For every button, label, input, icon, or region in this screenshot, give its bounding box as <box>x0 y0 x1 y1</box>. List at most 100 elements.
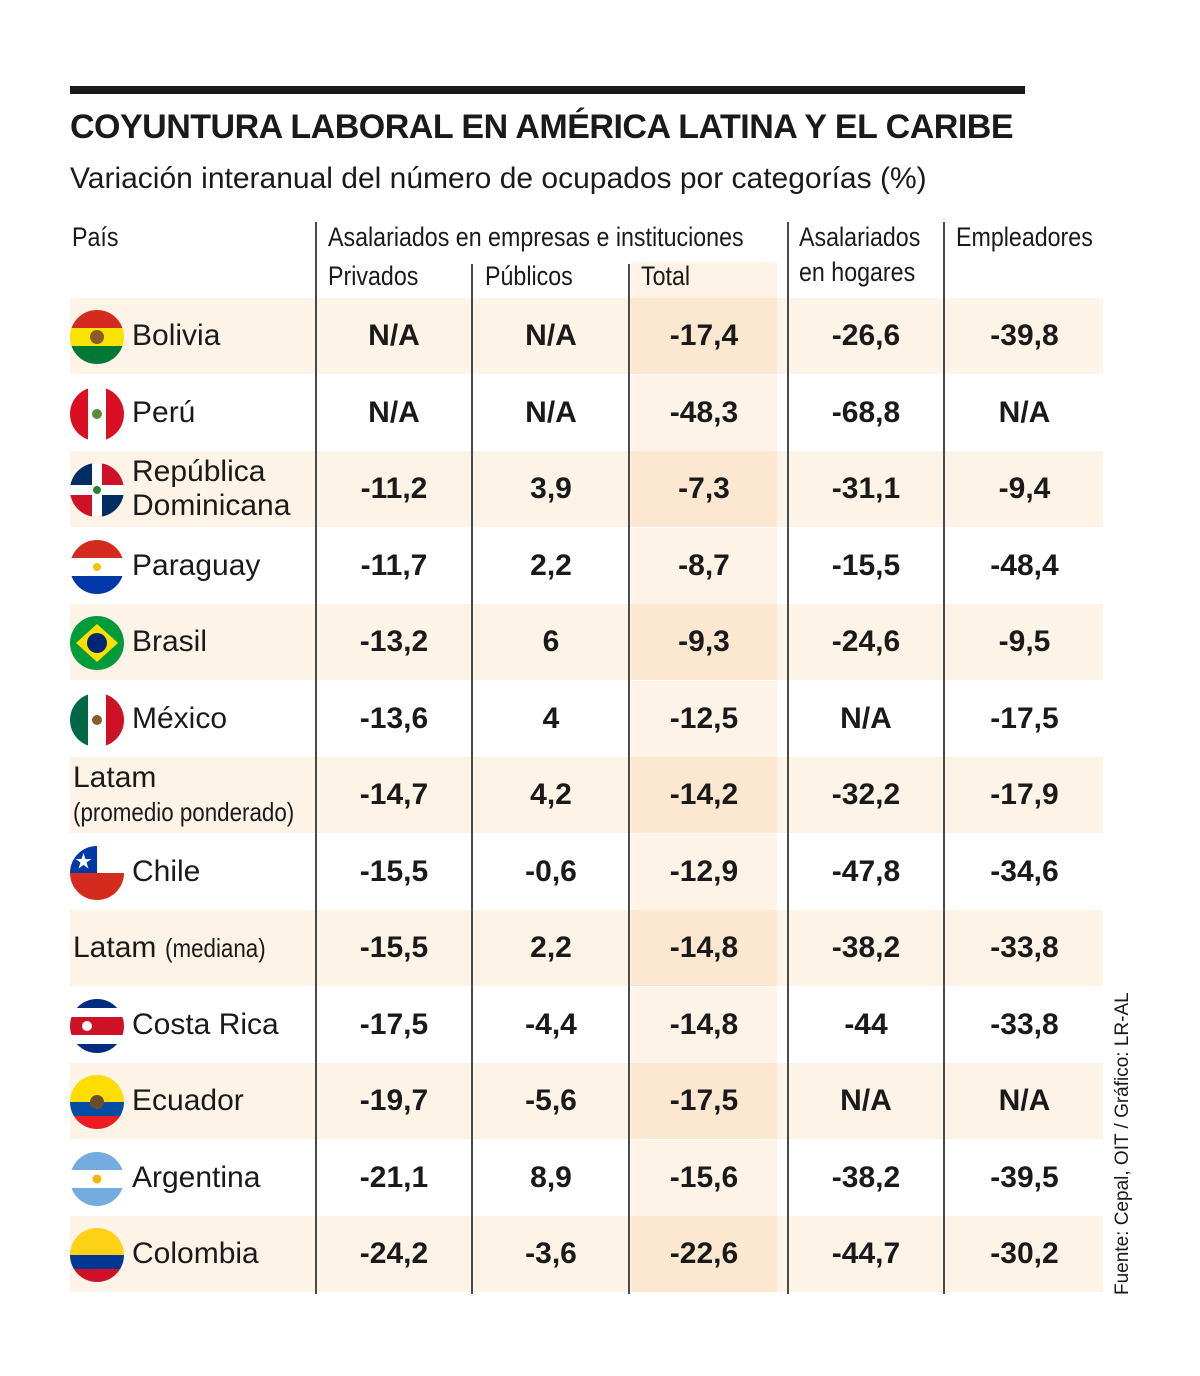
cell-empleadores: -17,5 <box>990 701 1059 735</box>
cell-empleadores: -17,9 <box>990 778 1059 811</box>
cell-publicos: 3,9 <box>530 472 572 505</box>
country-name-line1: Ecuador <box>132 1084 244 1117</box>
country-name: República Dominicana <box>132 451 290 527</box>
cell-total: -12,9 <box>669 854 739 888</box>
total-column-highlight <box>631 527 777 604</box>
cell-total: -15,6 <box>669 1160 739 1194</box>
cell-privados: N/A <box>368 319 420 352</box>
country-name-line1: Brasil <box>132 625 208 658</box>
cell-publicos: 2,2 <box>530 548 572 582</box>
cell-publicos: N/A <box>525 395 577 429</box>
country-name-line2: Dominicana <box>132 489 291 522</box>
cell-total: -12,5 <box>669 701 739 735</box>
cell-privados: -14,7 <box>359 778 429 811</box>
header-hogares-line1: Asalariados <box>799 222 921 252</box>
cell-hogares: -68,8 <box>831 395 901 429</box>
cell-publicos: -5,6 <box>525 1084 577 1117</box>
cell-privados: -11,7 <box>360 548 428 582</box>
cell-privados: -13,6 <box>359 701 429 735</box>
cell-empleadores: -9,4 <box>998 472 1051 505</box>
country-name: Colombia <box>132 1216 259 1292</box>
cell-privados: -24,2 <box>359 1237 429 1270</box>
cell-empleadores: -39,5 <box>990 1160 1059 1194</box>
header-group: Asalariados en empresas e instituciones <box>328 222 744 252</box>
cell-empleadores: -33,8 <box>990 931 1059 964</box>
cell-empleadores: -48,4 <box>990 548 1059 582</box>
table-row: Bolivia N/A N/A -17,4 -26,6 -39,8 <box>0 298 1200 374</box>
cell-total: -17,4 <box>669 319 739 352</box>
costarica-flag-icon <box>70 998 124 1053</box>
chart-subtitle: Variación interanual del número de ocupa… <box>70 162 927 195</box>
total-column-highlight <box>631 910 777 986</box>
row-band <box>70 604 1103 680</box>
country-name-line1: Perú <box>132 395 196 429</box>
cell-hogares: -38,2 <box>831 1160 901 1194</box>
total-column-highlight <box>631 604 777 680</box>
cell-privados: -15,5 <box>359 931 429 964</box>
total-header-highlight <box>631 262 777 298</box>
total-column-highlight <box>631 1139 777 1216</box>
total-column-highlight <box>631 374 777 451</box>
cell-total: -14,2 <box>669 778 739 811</box>
cell-publicos: 2,2 <box>530 931 572 964</box>
divider-publicos-body <box>628 298 630 1294</box>
cell-hogares: -32,2 <box>831 778 901 811</box>
table-row: Ecuador -19,7 -5,6 -17,5 N/A N/A <box>0 1063 1200 1139</box>
chart-title: COYUNTURA LABORAL EN AMÉRICA LATINA Y EL… <box>70 108 1014 146</box>
country-name: Costa Rica <box>132 987 279 1063</box>
cell-hogares: -26,6 <box>831 319 901 352</box>
cell-publicos: 4,2 <box>530 778 572 811</box>
cell-total: -14,8 <box>669 1007 739 1041</box>
cell-hogares: -38,2 <box>831 931 901 964</box>
source-note: Fuente: Cepal, OIT / Gráfico: LR-AL <box>1112 992 1133 1295</box>
cell-hogares: N/A <box>840 701 892 735</box>
country-name: Latam (mediana) <box>73 910 282 986</box>
header-publicos: Públicos <box>485 261 573 291</box>
country-name: Argentina <box>132 1140 260 1216</box>
brasil-flag-icon <box>70 616 124 670</box>
cell-hogares: -44 <box>844 1007 888 1041</box>
cell-publicos: N/A <box>525 319 577 352</box>
country-name-line1: Chile <box>132 854 201 888</box>
ecuador-flag-icon <box>70 1075 124 1129</box>
cell-empleadores: -39,8 <box>990 319 1059 352</box>
table-row: México -13,6 4 -12,5 N/A -17,5 <box>0 680 1200 757</box>
colombia-flag-icon <box>70 1228 124 1282</box>
country-name-line1: Latam <box>73 761 157 794</box>
country-name: Perú <box>132 375 195 451</box>
country-name: Ecuador <box>132 1063 244 1139</box>
row-band <box>70 451 1103 527</box>
dominicana-flag-icon <box>70 463 124 517</box>
paraguay-flag-icon <box>70 539 124 594</box>
table-row: Costa Rica -17,5 -4,4 -14,8 -44 -33,8 <box>0 986 1200 1063</box>
cell-empleadores: N/A <box>998 395 1051 429</box>
cell-hogares: -47,8 <box>831 854 901 888</box>
header-empleadores: Empleadores <box>956 222 1093 252</box>
country-name: Latam (promedio ponderado) <box>73 757 330 833</box>
cell-hogares: -24,6 <box>831 625 901 658</box>
total-column-highlight <box>631 680 777 757</box>
cell-total: -14,8 <box>669 931 739 964</box>
table-row: Perú N/A N/A -48,3 -68,8 N/A <box>0 374 1200 451</box>
country-name-line1: México <box>132 701 228 735</box>
cell-publicos: 8,9 <box>530 1160 572 1194</box>
header-pais: País <box>72 222 119 252</box>
cell-hogares: -44,7 <box>831 1237 901 1270</box>
cell-hogares: N/A <box>840 1084 892 1117</box>
table-row: Brasil -13,2 6 -9,3 -24,6 -9,5 <box>0 604 1200 680</box>
cell-publicos: -4,4 <box>525 1007 577 1041</box>
mexico-flag-icon <box>70 692 124 747</box>
country-name-line1: Latam (mediana) <box>73 931 266 964</box>
cell-hogares: -31,1 <box>831 472 901 505</box>
cell-privados: -11,2 <box>360 472 428 505</box>
country-name: Paraguay <box>132 528 260 604</box>
cell-publicos: 4 <box>542 701 560 735</box>
cell-empleadores: -9,5 <box>998 625 1051 658</box>
total-column-highlight <box>631 757 777 833</box>
table-row: Latam (promedio ponderado) -14,7 4,2 -14,2 -3… <box>0 757 1200 833</box>
total-column-highlight <box>631 986 777 1063</box>
header-hogares-line2: en hogares <box>799 257 916 287</box>
cell-privados: -21,1 <box>359 1160 429 1194</box>
total-column-highlight <box>631 1063 777 1139</box>
cell-total: -8,7 <box>678 548 730 582</box>
